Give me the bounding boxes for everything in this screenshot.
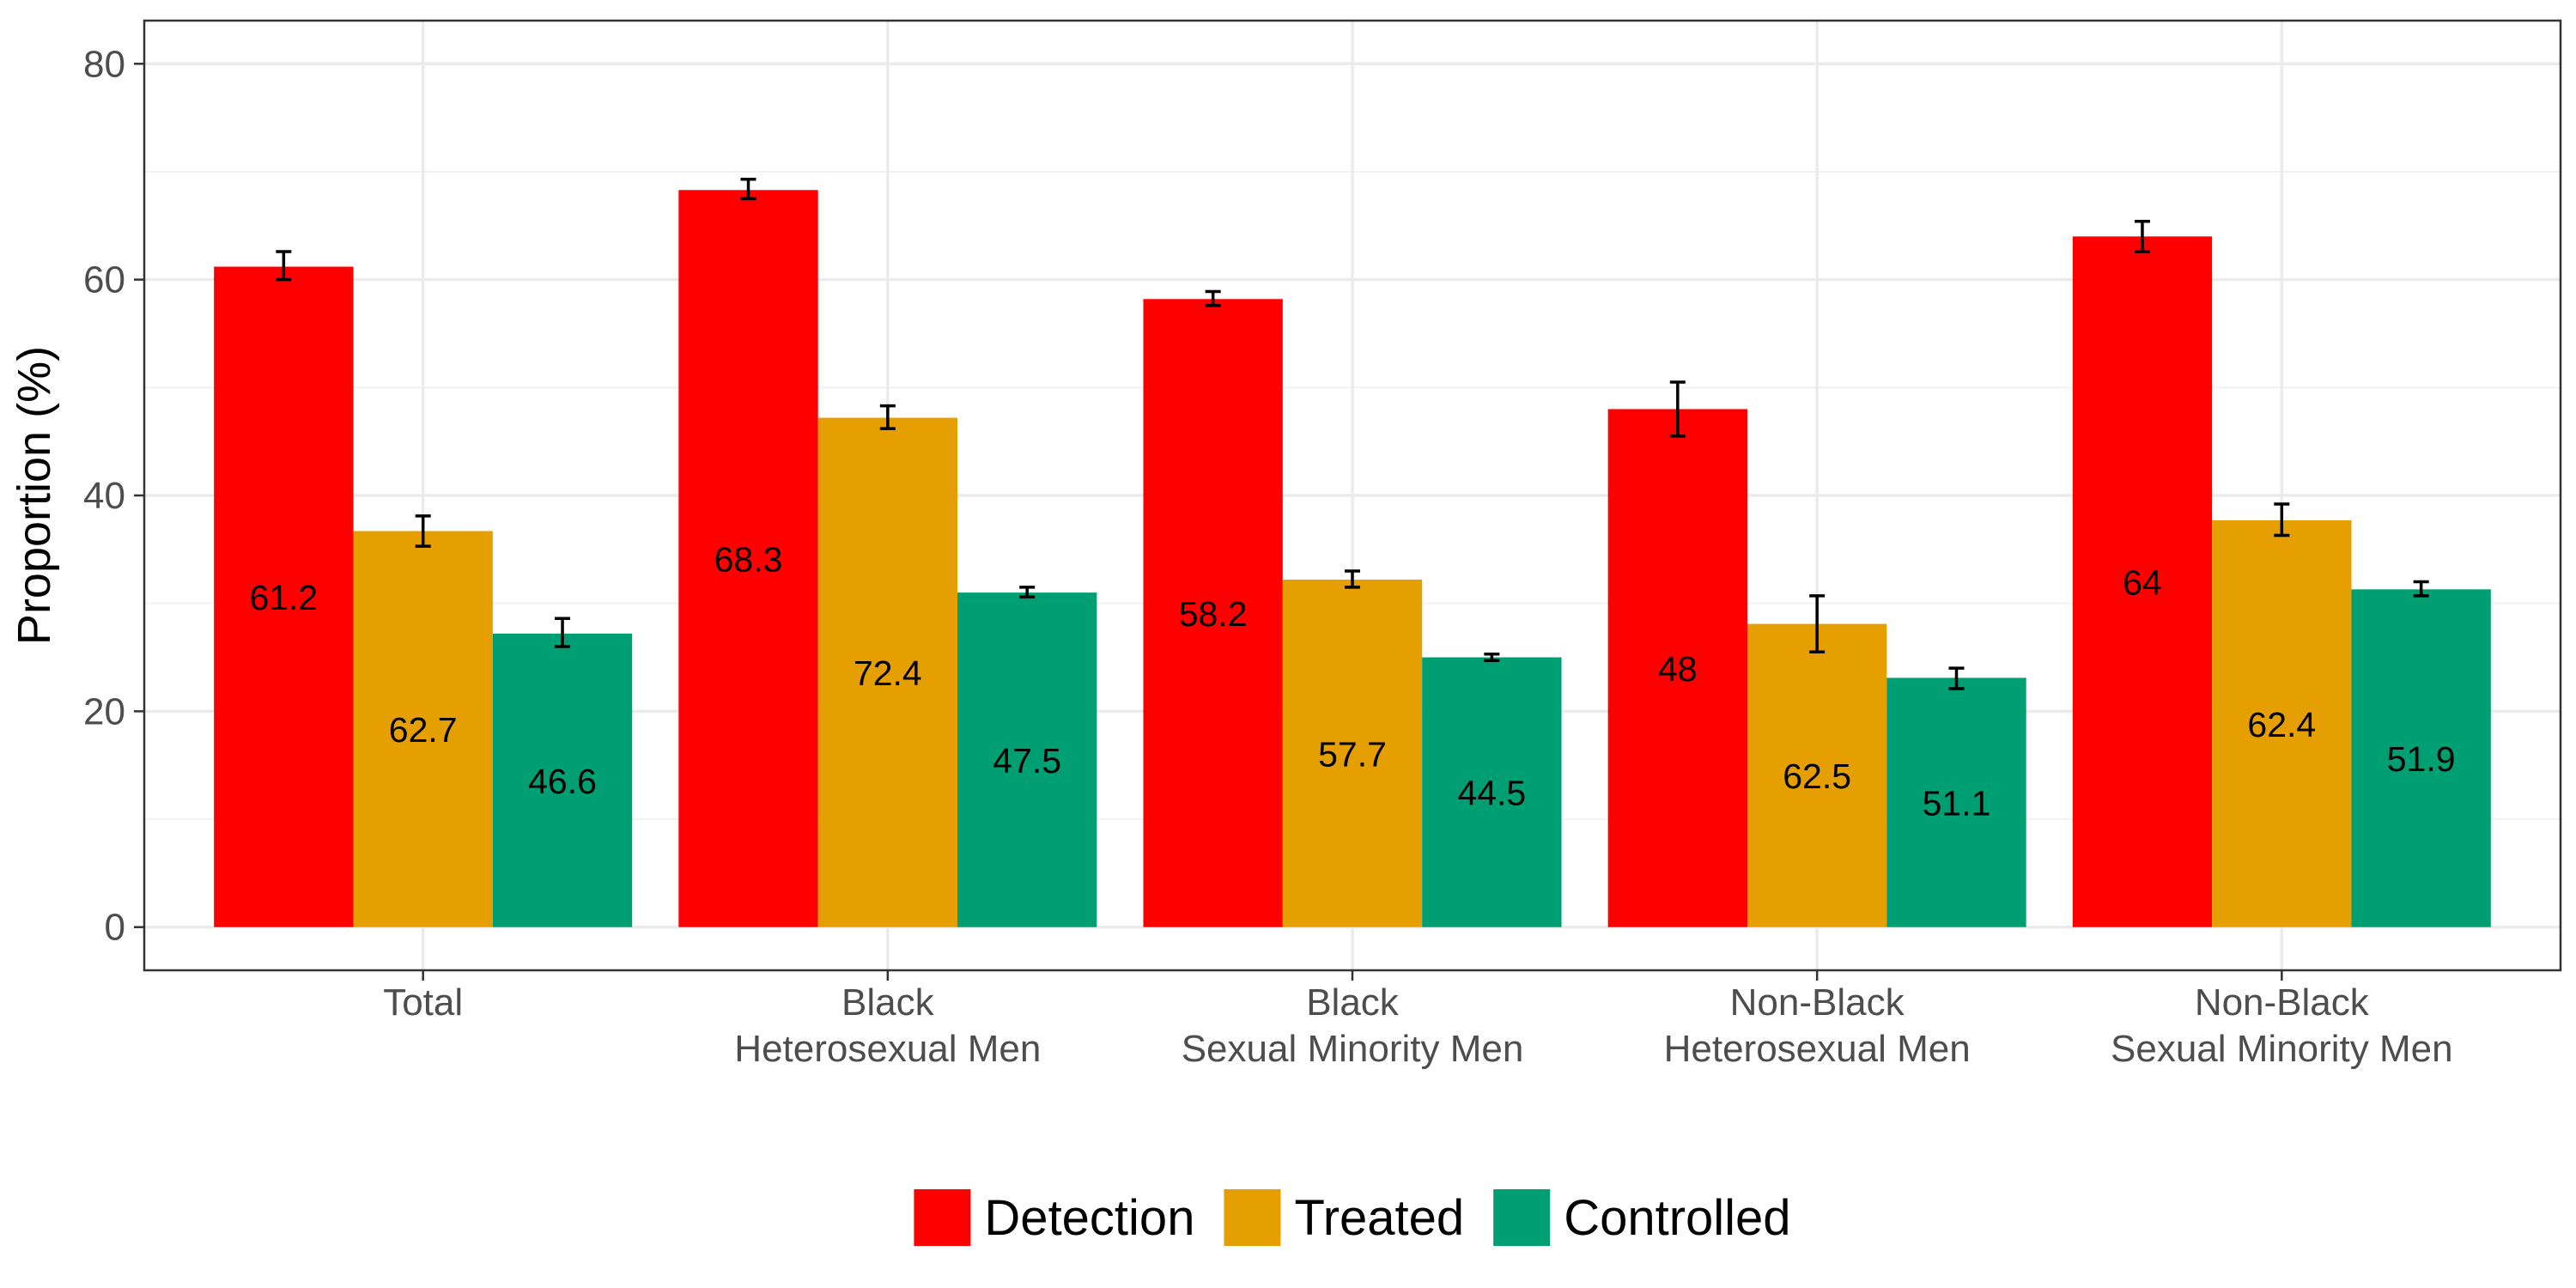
- x-tick-label: Black: [1306, 981, 1400, 1024]
- bar-value-label: 62.4: [2247, 705, 2316, 744]
- x-tick-label: Black: [841, 981, 935, 1024]
- bar-detection: [214, 266, 354, 927]
- x-tick-label: Heterosexual Men: [1664, 1028, 1971, 1070]
- legend-label: Detection: [984, 1190, 1194, 1246]
- bars: [214, 190, 2491, 927]
- bar-value-label: 72.4: [854, 653, 922, 693]
- bar-treated: [1282, 580, 1423, 927]
- bar-labels: 61.2 68.3 58.2 48 64 62.7 72.4 57.7 62.5 62.4 46.6…: [249, 540, 2455, 823]
- bar-treated: [353, 531, 493, 927]
- x-tick-label: Non-Black: [2195, 981, 2370, 1024]
- y-tick-label: 20: [83, 690, 125, 732]
- legend-label: Controlled: [1564, 1190, 1790, 1246]
- y-axis-title: Proportion (%): [9, 346, 60, 645]
- y-tick-label: 0: [105, 907, 125, 949]
- bar-controlled: [957, 592, 1097, 927]
- legend-key-detection: [914, 1189, 971, 1246]
- bar-value-label: 62.7: [389, 710, 458, 750]
- y-tick-label: 80: [83, 43, 125, 85]
- bar-controlled: [1886, 677, 2026, 927]
- bar-value-label: 58.2: [1179, 594, 1248, 634]
- bar-value-label: 47.5: [993, 741, 1061, 781]
- y-axis: 0 20 40 60 80: [83, 43, 144, 949]
- bar-value-label: 46.6: [528, 762, 597, 801]
- bar-value-label: 57.7: [1318, 734, 1387, 774]
- bar-value-label: 51.9: [2387, 739, 2456, 779]
- legend-label: Treated: [1294, 1190, 1464, 1246]
- legend-key-treated: [1224, 1189, 1281, 1246]
- bar-controlled: [2351, 589, 2491, 927]
- bar-value-label: 51.1: [1923, 784, 1991, 823]
- x-tick-label: Non-Black: [1730, 981, 1905, 1024]
- bar-value-label: 62.5: [1783, 756, 1851, 796]
- bar-value-label: 64: [2123, 563, 2162, 603]
- x-tick-label: Sexual Minority Men: [1182, 1028, 1524, 1070]
- bar-detection: [678, 190, 818, 927]
- bar-treated: [817, 417, 958, 927]
- bar-detection: [2072, 236, 2213, 927]
- bar-value-label: 68.3: [714, 540, 783, 580]
- y-tick-label: 40: [83, 475, 125, 517]
- legend-key-controlled: [1493, 1189, 1551, 1246]
- bar-value-label: 61.2: [249, 578, 318, 617]
- bar-value-label: 48: [1658, 649, 1698, 689]
- bar-detection: [1143, 299, 1283, 927]
- bar-value-label: 44.5: [1457, 774, 1526, 813]
- x-tick-label: Heterosexual Men: [734, 1028, 1041, 1070]
- x-tick-label: Total: [383, 981, 463, 1024]
- bar-controlled: [1422, 657, 1562, 927]
- x-tick-label: Sexual Minority Men: [2111, 1028, 2453, 1070]
- y-tick-label: 60: [83, 259, 125, 301]
- error-bars: [276, 178, 2429, 690]
- bar-controlled: [492, 633, 633, 927]
- bar-treated: [1747, 623, 1887, 927]
- bar-treated: [2212, 519, 2352, 927]
- bar-detection: [1607, 409, 1747, 927]
- legend: Detection Treated Controlled: [914, 1189, 1791, 1246]
